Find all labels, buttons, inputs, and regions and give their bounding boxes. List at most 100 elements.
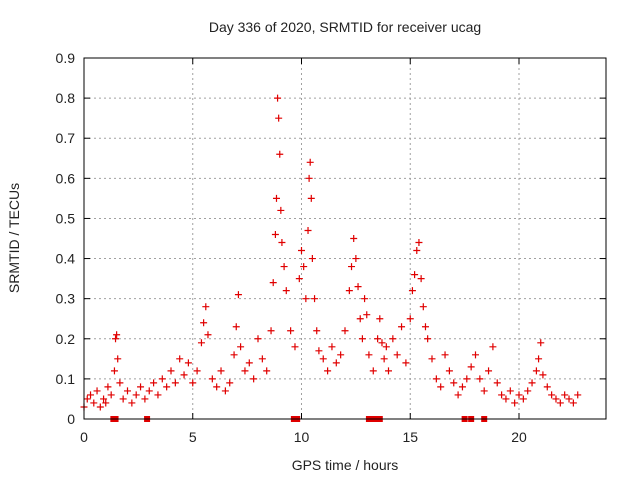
data-point [291,343,299,351]
x-axis-label: GPS time / hours [292,457,399,473]
data-point [445,367,453,375]
data-point [132,391,140,399]
data-point [110,367,118,375]
data-point [489,343,497,351]
data-point [437,383,445,391]
data-point [380,355,388,363]
data-point [556,399,564,407]
data-point [515,391,523,399]
data-point [100,395,108,403]
data-point [189,379,197,387]
data-point [535,355,543,363]
data-point [354,283,362,291]
data-point [213,383,221,391]
data-point [226,379,234,387]
data-point [119,395,127,403]
data-point [352,255,360,263]
grid [84,58,606,419]
data-point [128,399,136,407]
data-point [278,239,286,247]
data-point [204,331,212,339]
data-point [102,399,110,407]
x-tick-label: 0 [80,429,88,445]
data-point [114,355,122,363]
data-point [304,226,312,234]
data-point [374,335,382,343]
y-tick-label: 0.4 [56,251,76,267]
data-point [245,359,253,367]
data-point [116,379,124,387]
data-point [348,263,356,271]
data-point [561,391,569,399]
data-point [524,387,532,395]
data-point [180,371,188,379]
data-point [393,351,401,359]
data-point [528,379,536,387]
data-point [385,367,392,375]
data-point [267,327,275,335]
data-point [96,403,104,411]
data-point [498,391,506,399]
data-point [137,383,145,391]
data-point [428,355,436,363]
data-point [112,335,120,343]
data-point [254,335,262,343]
data-point [307,194,315,202]
data-point [280,263,288,271]
data-point [287,327,295,335]
data-point [193,367,201,375]
data-point [398,323,406,331]
data-point [232,323,240,331]
data-point [184,359,192,367]
data-point [419,303,427,311]
data-point [141,395,149,403]
data-point [202,303,210,311]
data-point [200,319,208,327]
data-point [83,395,91,403]
data-point [302,295,310,303]
y-tick-label: 0.9 [56,50,76,66]
y-axis-label: SRMTID / TECUs [6,183,22,293]
data-point [476,375,484,383]
data-point [363,311,371,319]
data-point [313,327,321,335]
data-point [408,287,416,295]
data-point [311,295,319,303]
data-point [441,351,449,359]
data-point [415,239,423,247]
data-point [150,379,158,387]
data-point [298,247,305,255]
x-tick-label: 5 [189,429,197,445]
data-point [324,367,332,375]
data-point [341,327,349,335]
y-tick-label: 0.3 [56,291,76,307]
data-point [263,367,271,375]
data-point [369,367,377,375]
data-point [472,351,479,359]
data-point [308,255,316,263]
data-point [356,315,364,323]
y-tick-label: 0 [67,411,75,427]
data-point [350,235,358,242]
data-point [506,387,514,395]
data-point [552,395,560,403]
data-point [539,371,547,379]
data-point [458,383,466,391]
data-point [511,399,519,407]
data-point [332,359,340,367]
data-point [319,355,327,363]
data-point [467,363,475,371]
data-point [376,315,384,323]
data-point [424,335,432,343]
data-point [250,375,258,383]
data-point [93,387,101,395]
data-point [272,194,280,202]
data-point [406,315,414,323]
y-tick-label: 0.5 [56,210,76,226]
data-point [154,391,162,399]
data-point [145,387,153,395]
data-point [275,114,283,122]
data-point [230,351,238,359]
chart-title: Day 336 of 2020, SRMTID for receiver uca… [209,19,481,35]
